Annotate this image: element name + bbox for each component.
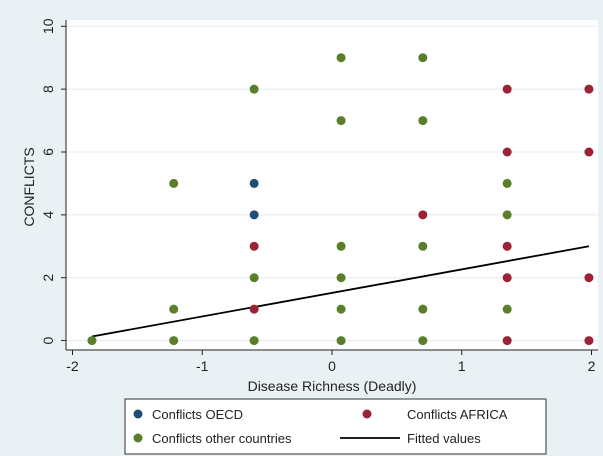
x-tick-label: -2 xyxy=(66,358,79,374)
data-point-africa xyxy=(249,304,259,314)
data-point-other xyxy=(87,336,97,346)
data-point-other xyxy=(336,273,346,283)
y-tick-label: 2 xyxy=(40,274,56,282)
fitted-line xyxy=(91,245,590,338)
data-point-other xyxy=(169,336,179,346)
legend-label-fitted: Fitted values xyxy=(407,431,481,446)
x-tick-label: 2 xyxy=(588,358,596,374)
data-point-other xyxy=(249,273,259,283)
y-tick-label: 10 xyxy=(40,18,56,34)
x-tick-label: -1 xyxy=(196,358,209,374)
data-point-other xyxy=(336,116,346,126)
y-tick-label: 8 xyxy=(40,85,56,93)
data-point-other xyxy=(502,304,512,314)
data-point-africa xyxy=(418,210,428,220)
legend-marker-oecd xyxy=(133,409,143,419)
data-point-africa xyxy=(584,336,594,346)
grid-lines xyxy=(66,25,598,342)
data-point-africa xyxy=(502,336,512,346)
legend-label-oecd: Conflicts OECD xyxy=(152,407,243,422)
data-point-africa xyxy=(584,273,594,283)
plot-area xyxy=(66,20,598,350)
data-point-oecd xyxy=(249,178,259,188)
data-point-other xyxy=(502,210,512,220)
legend-box xyxy=(124,398,547,455)
legend: Conflicts OECD Conflicts AFRICA Conflicts … xyxy=(124,398,547,455)
data-point-other xyxy=(336,336,346,346)
data-point-africa xyxy=(584,147,594,157)
data-point-africa xyxy=(584,84,594,94)
data-point-other xyxy=(336,53,346,63)
data-point-other xyxy=(502,178,512,188)
x-tick-label: 1 xyxy=(458,358,466,374)
data-point-other xyxy=(169,178,179,188)
x-axis-title: Disease Richness (Deadly) xyxy=(248,378,417,394)
fitted-line-group xyxy=(91,245,590,338)
data-point-other xyxy=(418,304,428,314)
legend-marker-other xyxy=(133,433,143,443)
y-axis-title: CONFLICTS xyxy=(21,147,37,226)
data-points xyxy=(87,53,594,346)
data-point-africa xyxy=(502,273,512,283)
data-point-other xyxy=(336,241,346,251)
y-tick-label: 6 xyxy=(40,148,56,156)
data-point-other xyxy=(418,241,428,251)
data-point-other xyxy=(249,84,259,94)
y-tick-label: 4 xyxy=(40,211,56,219)
data-point-other xyxy=(418,116,428,126)
data-point-other xyxy=(249,336,259,346)
data-point-other xyxy=(336,304,346,314)
x-tick-label: 0 xyxy=(328,358,336,374)
data-point-africa xyxy=(502,147,512,157)
data-point-africa xyxy=(502,241,512,251)
data-point-other xyxy=(418,53,428,63)
axes: 0 2 4 6 8 10 -2 -1 0 1 2 xyxy=(40,18,598,374)
legend-label-other: Conflicts other countries xyxy=(152,431,292,446)
y-tick-label: 0 xyxy=(40,336,56,344)
data-point-other xyxy=(169,304,179,314)
data-point-africa xyxy=(249,241,259,251)
data-point-oecd xyxy=(249,210,259,220)
data-point-other xyxy=(418,336,428,346)
legend-marker-africa xyxy=(362,409,372,419)
data-point-africa xyxy=(502,84,512,94)
legend-label-africa: Conflicts AFRICA xyxy=(407,407,508,422)
